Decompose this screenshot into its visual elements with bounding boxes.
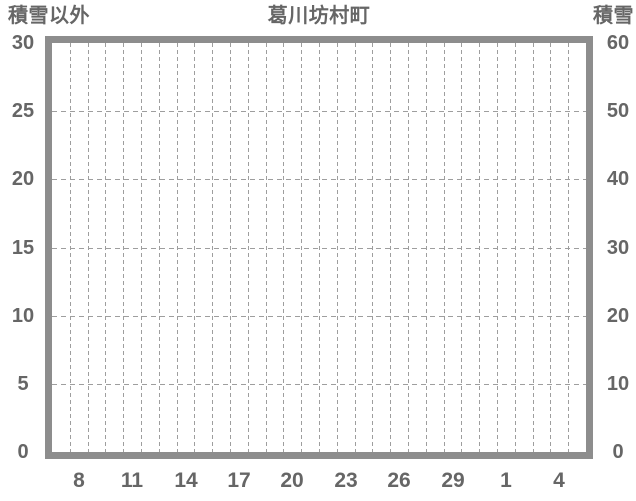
axis-tick-label: 60 bbox=[606, 32, 630, 54]
axis-tick-label: 11 bbox=[120, 469, 144, 492]
axis-tick-label: 15 bbox=[11, 237, 35, 259]
axis-tick-label: 4 bbox=[553, 469, 565, 492]
axis-tick-label: 5 bbox=[17, 373, 29, 395]
plot-area bbox=[45, 36, 593, 459]
axis-tick-label: 30 bbox=[11, 32, 35, 54]
axis-tick-label: 8 bbox=[73, 469, 85, 492]
axis-tick-label: 0 bbox=[612, 441, 624, 463]
axis-tick-label: 10 bbox=[11, 305, 35, 327]
axis-tick-label: 23 bbox=[334, 469, 358, 492]
axis-tick-label: 17 bbox=[227, 469, 251, 492]
axis-tick-label: 14 bbox=[174, 469, 198, 492]
left-axis-title: 積雪以外 bbox=[8, 5, 90, 27]
axis-tick-label: 25 bbox=[11, 100, 35, 122]
axis-tick-label: 0 bbox=[17, 441, 29, 463]
axis-tick-label: 20 bbox=[606, 305, 630, 327]
right-axis-title: 積雪 bbox=[593, 5, 634, 27]
chart-title: 葛川坊村町 bbox=[267, 5, 371, 27]
axis-tick-label: 1 bbox=[500, 469, 512, 492]
axis-tick-label: 50 bbox=[606, 100, 630, 122]
axis-tick-label: 29 bbox=[441, 469, 465, 492]
axis-tick-label: 20 bbox=[11, 168, 35, 190]
axis-tick-label: 20 bbox=[280, 469, 304, 492]
axis-tick-label: 26 bbox=[387, 469, 411, 492]
axis-tick-label: 40 bbox=[606, 168, 630, 190]
axis-tick-label: 10 bbox=[606, 373, 630, 395]
gridlines bbox=[52, 43, 586, 452]
axis-tick-label: 30 bbox=[606, 237, 630, 259]
